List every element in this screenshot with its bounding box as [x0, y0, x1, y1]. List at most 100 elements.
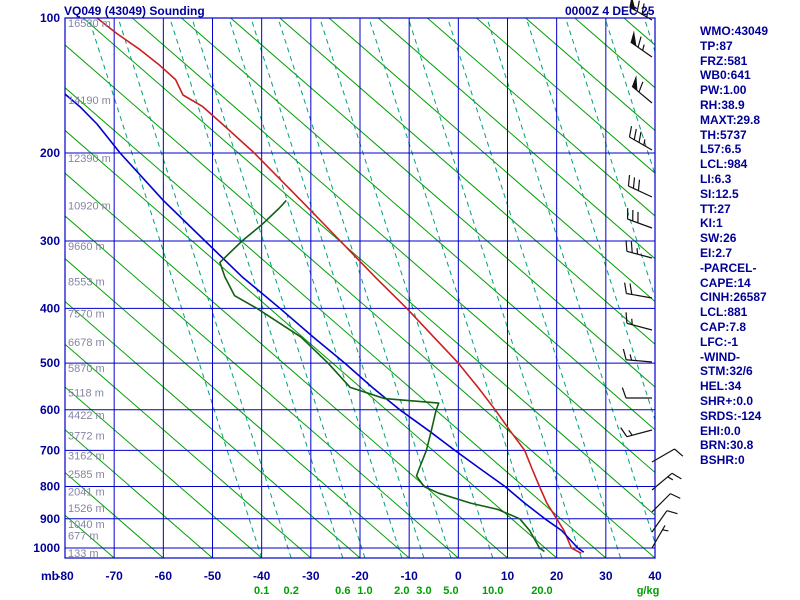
dry-adiabat-line [65, 386, 262, 558]
wind-barb [630, 30, 653, 58]
mixing-ratio-line [447, 18, 622, 558]
mixing-ratio-label: 0.1 [254, 585, 269, 597]
temp-tick-label: 30 [599, 569, 613, 583]
dry-adiabat-line [65, 129, 557, 558]
wind-barbs [620, 0, 684, 549]
stats-panel: WMO:43049 TP:87 FRZ:581 WB0:641 PW:1.00 RH:38… [700, 24, 768, 468]
stat-line: BRN:30.8 [700, 438, 754, 453]
wind-barb [624, 282, 653, 299]
temp-tick-label: 40 [648, 569, 662, 583]
temp-tick-label: -30 [302, 569, 320, 583]
barb-staff [629, 136, 653, 151]
dry-adiabat-line [132, 18, 655, 474]
pressure-tick-label: 1000 [33, 541, 60, 555]
barb-full-feather [625, 240, 628, 252]
height-label: 4422 m [68, 410, 105, 422]
stat-line: CAPE:14 [700, 275, 751, 290]
dry-adiabat-line [230, 18, 655, 388]
chart-background [65, 18, 655, 558]
stat-line: BSHR:0 [700, 453, 745, 468]
wind-barb [651, 510, 678, 533]
stat-line: WMO:43049 [700, 24, 769, 38]
wind-barb [626, 208, 653, 229]
barb-staff [651, 472, 673, 491]
barb-full-feather [632, 177, 636, 189]
wind-barb [651, 493, 681, 513]
temp-tick-label: 10 [501, 569, 515, 583]
barb-full-feather [674, 448, 684, 457]
stat-line: EHI:0.0 [700, 423, 741, 438]
barb-full-feather [628, 126, 633, 138]
height-label: 2041 m [68, 487, 105, 499]
barb-full-feather [629, 283, 633, 295]
height-label: 14190 m [68, 95, 111, 107]
dry-adiabat-line [65, 300, 361, 558]
barb-full-feather [637, 179, 641, 191]
height-label: 16580 m [68, 18, 111, 30]
dry-adiabat-line [328, 18, 655, 303]
barb-half-feather [667, 476, 674, 481]
mixing-ratio-label: 3.0 [416, 585, 431, 597]
barb-flag [629, 0, 636, 11]
wind-barb [629, 0, 653, 21]
stat-line: CAP:7.8 [700, 319, 747, 334]
height-label: 12390 m [68, 153, 111, 165]
height-label: 3772 m [68, 431, 105, 443]
mixing-ratio-line [525, 18, 655, 422]
temp-tick-label: -40 [253, 569, 271, 583]
barb-staff [626, 250, 653, 259]
stat-line: TT:27 [700, 201, 731, 216]
mixing-ratio-line [228, 18, 403, 558]
mixing-unit-label: g/kg [637, 585, 660, 597]
barb-staff [651, 525, 666, 549]
barb-staff [627, 218, 653, 229]
stat-line: LCL:984 [700, 157, 748, 172]
mixing-ratio-label: 0.2 [284, 585, 299, 597]
dry-adiabat-line [476, 18, 655, 174]
wind-barb [651, 472, 682, 491]
dry-adiabat-line [427, 18, 655, 217]
wind-barb [651, 525, 669, 549]
wind-barb [621, 387, 652, 399]
temp-tick-label: -50 [204, 569, 222, 583]
mixing-ratio-label: 5.0 [443, 585, 458, 597]
dry-adiabat-line [65, 343, 312, 558]
mixing-ratio-label: 20.0 [531, 585, 552, 597]
curve-dewpoint [219, 199, 545, 553]
plot-border [64, 17, 656, 559]
barb-full-feather [636, 0, 640, 12]
wind-barb [651, 448, 684, 463]
barb-half-feather [642, 44, 645, 51]
barb-half-feather [646, 10, 649, 18]
barb-full-feather [624, 282, 627, 294]
dry-adiabat-line [65, 429, 213, 558]
barb-staff [626, 322, 653, 331]
page-title: VQ049 (43049) Sounding [64, 4, 205, 18]
barb-staff [629, 6, 653, 21]
dry-adiabat-line [525, 18, 655, 132]
pressure-tick-label: 800 [40, 480, 60, 494]
curve-temperature [96, 18, 582, 555]
stat-line: -PARCEL- [700, 260, 757, 275]
stat-line: RH:38.9 [700, 97, 745, 112]
barb-full-feather [641, 3, 645, 15]
height-label: 1040 m [68, 519, 105, 531]
barb-flag [632, 75, 638, 91]
barb-full-feather [621, 387, 627, 399]
stat-line: SI:12.5 [700, 186, 739, 201]
mixing-ratio-line [250, 18, 425, 558]
mixing-ratio-label: 2.0 [394, 585, 409, 597]
pressure-tick-label: 600 [40, 403, 60, 417]
height-label: 5118 m [68, 387, 104, 399]
mixing-ratio-line [368, 18, 543, 558]
height-label: 1526 m [68, 503, 105, 515]
stat-line: L57:6.5 [700, 142, 742, 157]
mixing-ratio-line [604, 18, 655, 176]
dry-adiabat-line [181, 18, 655, 431]
stat-line: EI:2.7 [700, 245, 733, 260]
mixing-ratio-line [277, 18, 452, 558]
wind-barb [620, 427, 653, 438]
wind-barb [625, 312, 653, 331]
barb-staff [651, 448, 675, 463]
